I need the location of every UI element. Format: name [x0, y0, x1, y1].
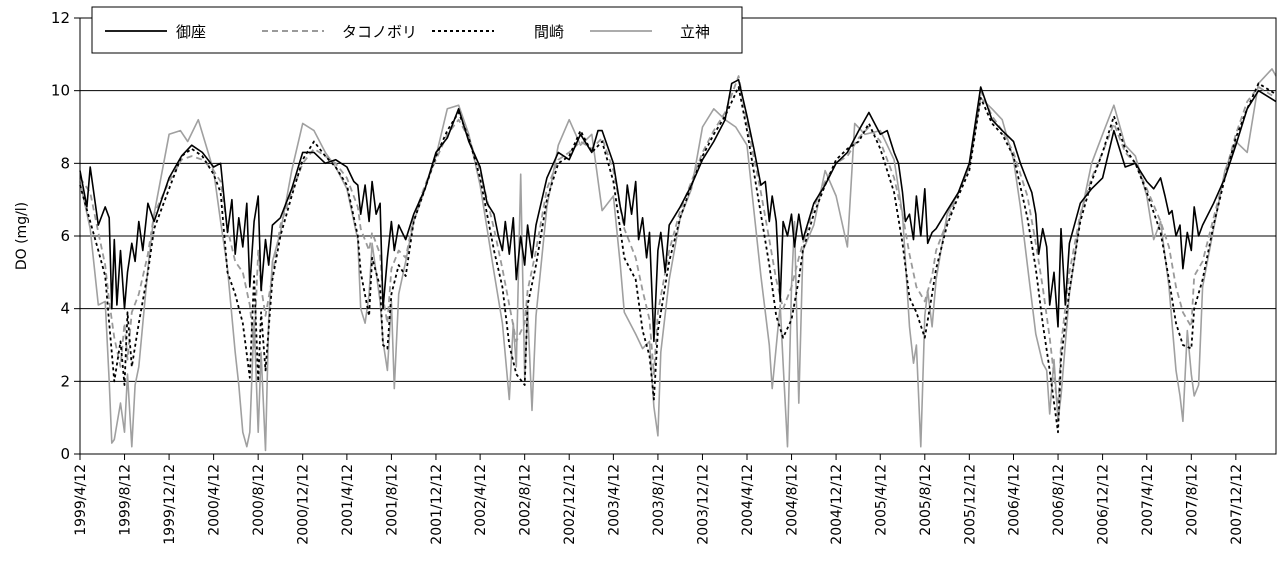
legend-box [91, 6, 743, 54]
x-tick-label: 1999/12/12 [162, 464, 178, 545]
x-tick-label: 1999/8/12 [118, 464, 134, 536]
x-axis: 1999/4/12 1999/8/12 1999/12/12 2000/4/12 200… [73, 454, 1245, 545]
legend: 御座 タコノボリ 間崎 立神 [91, 6, 743, 54]
y-tick-label: 10 [51, 82, 70, 100]
x-tick-label: 2000/8/12 [251, 464, 267, 536]
x-tick-label: 2002/4/12 [473, 464, 489, 536]
x-tick-label: 2007/4/12 [1140, 464, 1156, 536]
x-tick-label: 2003/12/12 [695, 464, 711, 545]
series-lines [79, 68, 1277, 452]
x-tick-label: 1999/4/12 [73, 464, 89, 536]
legend-label-2: 間崎 [534, 23, 564, 41]
x-tick-label: 2006/12/12 [1096, 464, 1112, 545]
legend-label-0: 御座 [176, 23, 206, 41]
y-tick-label: 8 [60, 154, 70, 172]
x-tick-label: 2005/8/12 [918, 464, 934, 536]
x-tick-label: 2001/12/12 [429, 464, 445, 545]
x-tick-label: 2001/4/12 [340, 464, 356, 536]
y-tick-label: 0 [60, 445, 70, 463]
x-tick-label: 2003/8/12 [651, 464, 667, 536]
x-tick-label: 2002/8/12 [518, 464, 534, 536]
x-tick-label: 2006/4/12 [1007, 464, 1023, 536]
y-tick-label: 2 [60, 372, 70, 390]
legend-label-3: 立神 [680, 23, 710, 41]
y-tick-label: 6 [60, 227, 70, 245]
x-tick-label: 2007/12/12 [1229, 464, 1245, 545]
y-axis-title: DO (mg/l) [14, 202, 30, 270]
x-tick-label: 2003/4/12 [606, 464, 622, 536]
x-tick-label: 2000/12/12 [296, 464, 312, 545]
x-tick-label: 2005/12/12 [962, 464, 978, 545]
series-line-3 [79, 68, 1277, 452]
x-tick-label: 2004/8/12 [785, 464, 801, 536]
legend-label-1: タコノボリ [342, 23, 417, 41]
series-line-0 [79, 79, 1277, 343]
y-tick-label: 12 [51, 9, 70, 27]
y-axis: 0 2 4 6 8 10 12 [51, 9, 80, 463]
x-tick-label: 2001/8/12 [384, 464, 400, 536]
x-tick-label: 2005/4/12 [873, 464, 889, 536]
y-tick-label: 4 [60, 300, 70, 318]
x-tick-label: 2004/4/12 [740, 464, 756, 536]
x-tick-label: 2004/12/12 [829, 464, 845, 545]
x-tick-label: 2006/8/12 [1051, 464, 1067, 536]
x-tick-label: 2000/4/12 [207, 464, 223, 536]
x-tick-label: 2007/8/12 [1184, 464, 1200, 536]
series-line-2 [79, 82, 1277, 434]
series-line-1 [79, 75, 1277, 412]
x-tick-label: 2002/12/12 [562, 464, 578, 545]
